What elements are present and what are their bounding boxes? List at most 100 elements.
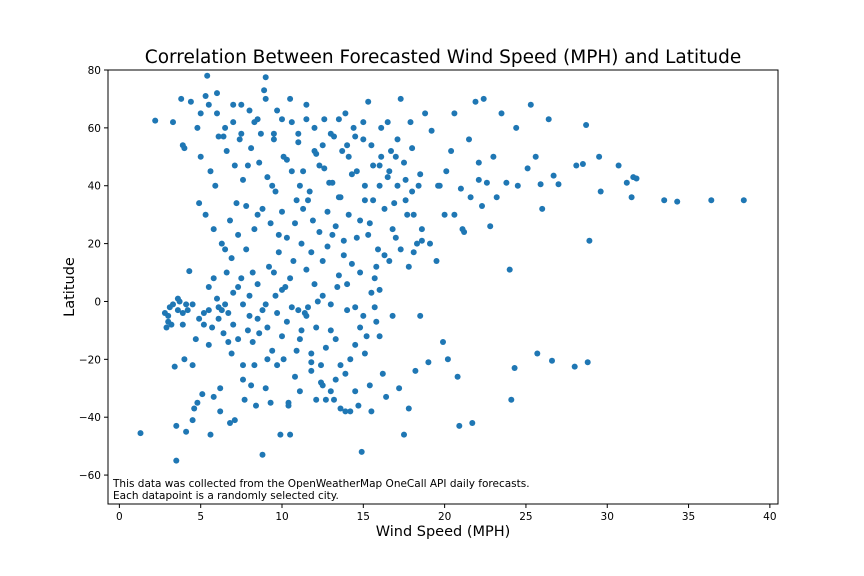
data-point [534, 350, 541, 357]
data-point [189, 301, 196, 308]
data-point [215, 133, 222, 140]
data-point [337, 362, 344, 369]
data-point [303, 116, 310, 123]
data-point [238, 101, 245, 108]
data-point [270, 136, 277, 143]
data-point [204, 72, 211, 79]
data-point [305, 197, 311, 204]
data-point [661, 197, 668, 204]
data-point [324, 243, 331, 250]
data-point [378, 153, 385, 160]
plot-frame [107, 69, 779, 505]
data-point [257, 130, 264, 137]
data-point [189, 417, 196, 424]
data-point [184, 307, 191, 314]
data-point [274, 310, 281, 316]
data-point [196, 315, 203, 322]
data-point [227, 420, 233, 426]
data-point [366, 382, 373, 389]
data-point [292, 373, 298, 380]
data-point [498, 110, 505, 117]
data-point [412, 367, 419, 374]
data-point [279, 116, 285, 123]
data-point [573, 162, 580, 169]
data-point [360, 119, 367, 126]
data-point [248, 382, 255, 389]
data-point [192, 336, 199, 343]
data-point [262, 74, 269, 81]
data-point [417, 171, 424, 178]
data-point [513, 124, 520, 131]
data-point [360, 136, 367, 143]
data-point [309, 217, 316, 224]
data-point [308, 367, 315, 374]
data-point [456, 422, 463, 429]
data-point [228, 350, 235, 357]
data-point [345, 211, 352, 218]
data-point [405, 405, 412, 412]
data-point [210, 393, 217, 400]
data-point [397, 246, 404, 253]
data-point [376, 182, 383, 189]
data-point [371, 304, 378, 311]
data-point [475, 159, 482, 166]
data-point [321, 116, 328, 123]
data-point [210, 275, 217, 282]
data-point [401, 159, 407, 166]
data-point [311, 124, 318, 131]
data-point [511, 365, 518, 371]
data-point [332, 376, 339, 383]
data-point [217, 408, 224, 415]
data-point [389, 226, 396, 233]
data-points [137, 72, 747, 464]
data-point [335, 272, 342, 279]
data-point [238, 130, 245, 137]
data-point [218, 240, 225, 247]
data-point [264, 174, 271, 181]
data-point [161, 310, 168, 316]
x-tick-label: 30 [601, 511, 614, 523]
data-point [339, 148, 346, 154]
data-point [236, 136, 243, 143]
data-point [342, 408, 349, 415]
data-point [352, 341, 359, 348]
data-point [196, 200, 203, 207]
data-point [319, 142, 326, 149]
data-point [550, 172, 557, 179]
data-point [256, 330, 263, 337]
data-point [298, 327, 305, 334]
data-point [376, 162, 383, 169]
data-point [202, 93, 209, 99]
data-point [414, 240, 420, 247]
data-point [425, 359, 432, 366]
data-point [223, 148, 230, 154]
data-point [235, 284, 242, 290]
data-point [243, 246, 250, 253]
data-point [183, 428, 190, 435]
data-point [571, 363, 578, 370]
annotation-line-2: Each datapoint is a randomly selected ci… [113, 490, 339, 502]
data-point [347, 408, 354, 415]
data-point [296, 388, 303, 395]
data-point [217, 385, 224, 392]
data-point [418, 237, 425, 244]
data-point [337, 405, 344, 412]
data-point [508, 396, 515, 403]
data-point [386, 258, 393, 264]
data-point [230, 119, 237, 126]
data-point [366, 220, 373, 227]
data-point [555, 181, 562, 188]
data-point [194, 124, 201, 131]
data-point [444, 356, 451, 363]
data-point [352, 388, 359, 395]
data-point [269, 182, 276, 189]
data-point [365, 231, 372, 238]
data-point [225, 339, 232, 345]
y-tick-label: 40 [88, 181, 101, 193]
x-tick-label: 5 [197, 511, 204, 523]
data-point [405, 263, 412, 270]
data-point [417, 312, 424, 319]
data-point [628, 194, 635, 201]
data-point [329, 231, 336, 238]
